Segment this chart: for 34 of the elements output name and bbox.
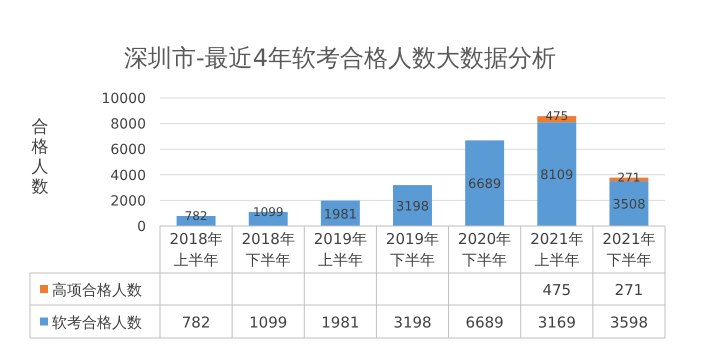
y-axis-title: 合格人数 bbox=[30, 117, 48, 197]
data-label: 8109 bbox=[540, 168, 574, 184]
data-label: 475 bbox=[542, 281, 572, 299]
text: 3169 bbox=[538, 314, 576, 332]
text: 1981 bbox=[321, 314, 360, 332]
text: 782 bbox=[182, 314, 210, 332]
y-tick-label: 10000 bbox=[101, 91, 146, 107]
text: 3198 bbox=[393, 314, 432, 332]
text: 6689 bbox=[466, 314, 504, 332]
data-label: 3198 bbox=[396, 200, 430, 215]
legend-label: 软考合格人数 bbox=[52, 314, 142, 332]
x-tick-label: 2019年上半年 bbox=[314, 230, 367, 269]
x-tick-label: 2020年下半年 bbox=[458, 230, 512, 269]
bar bbox=[537, 122, 576, 226]
bar bbox=[609, 181, 648, 226]
x-tick-label: 2018年下半年 bbox=[242, 230, 295, 269]
data-label: 3508 bbox=[612, 198, 646, 213]
legend-label: 高项合格人数 bbox=[52, 281, 142, 299]
y-tick-label: 6000 bbox=[110, 142, 146, 158]
y-tick-label: 4000 bbox=[110, 168, 146, 184]
x-tick-label: 2021年上半年 bbox=[530, 230, 584, 269]
chart-title: 深圳市-最近4年软考合格人数大数据分析 bbox=[124, 44, 556, 72]
text: 1099 bbox=[249, 314, 288, 332]
data-label: 6689 bbox=[468, 177, 502, 192]
text: 3598 bbox=[610, 314, 648, 332]
x-tick-label: 2018年上半年 bbox=[169, 230, 223, 269]
x-tick-label: 2021年下半年 bbox=[602, 230, 656, 269]
y-tick-label: 8000 bbox=[110, 116, 146, 133]
y-tick-label: 2000 bbox=[110, 193, 146, 210]
bar bbox=[465, 140, 504, 226]
data-label: 1981 bbox=[324, 207, 357, 222]
y-tick-label: 0 bbox=[137, 219, 146, 235]
data-label: 271 bbox=[614, 281, 644, 299]
x-tick-label: 2019年下半年 bbox=[386, 230, 440, 269]
